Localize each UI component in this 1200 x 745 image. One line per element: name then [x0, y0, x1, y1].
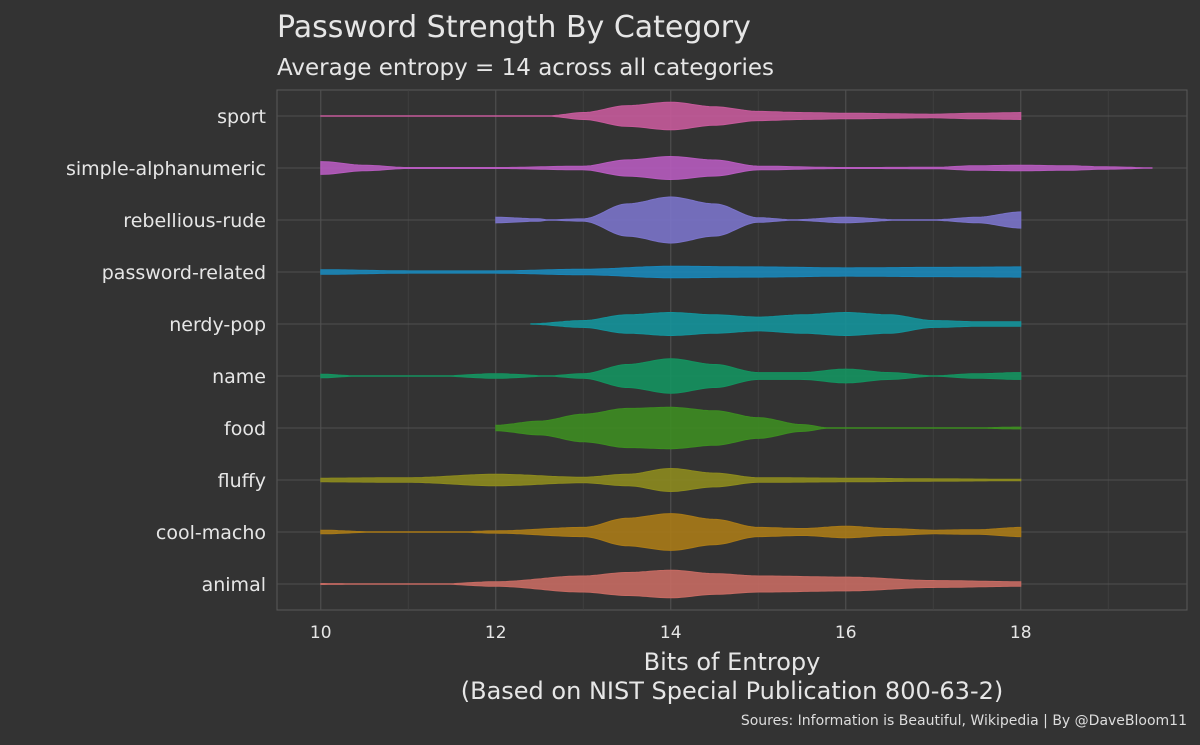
violin-sport — [320, 101, 1022, 131]
x-axis-label-note: (Based on NIST Special Publication 800-6… — [461, 677, 1003, 705]
category-label-fluffy: fluffy — [218, 470, 266, 492]
category-label-food: food — [224, 418, 266, 440]
violin-nerdy-pop — [530, 312, 1022, 336]
category-label-sport: sport — [217, 106, 266, 128]
category-label-cool-macho: cool-macho — [156, 522, 266, 544]
category-label-simple-alphanumeric: simple-alphanumeric — [66, 158, 266, 180]
category-label-nerdy-pop: nerdy-pop — [169, 314, 266, 336]
x-tick-label: 14 — [660, 623, 682, 643]
category-label-password-related: password-related — [102, 262, 266, 284]
violin-password-related — [320, 265, 1022, 279]
x-tick-label: 18 — [1010, 623, 1032, 643]
x-tick-label: 12 — [485, 623, 507, 643]
x-tick-label: 10 — [310, 623, 332, 643]
violins — [320, 101, 1153, 599]
category-label-animal: animal — [202, 574, 266, 596]
category-label-name: name — [212, 366, 266, 388]
violin-food — [495, 406, 1022, 450]
category-labels: sport simple-alphanumeric rebellious-rude p… — [66, 106, 266, 596]
x-tick-labels: 10 12 14 16 18 — [310, 623, 1032, 643]
chart-subtitle: Average entropy = 14 across all categori… — [277, 55, 774, 81]
violin-fluffy — [320, 467, 1022, 493]
violin-rebellious-rude — [495, 196, 1022, 244]
x-tick-label: 16 — [835, 623, 857, 643]
chart-title: Password Strength By Category — [277, 10, 751, 45]
source-caption: Soures: Information is Beautiful, Wikipe… — [741, 713, 1187, 729]
x-axis-label: Bits of Entropy — [644, 648, 821, 676]
violin-name — [320, 358, 1022, 394]
violin-animal — [320, 569, 1022, 599]
violin-cool-macho — [320, 513, 1022, 551]
violin-simple-alphanumeric — [320, 155, 1153, 181]
category-label-rebellious-rude: rebellious-rude — [123, 210, 266, 232]
